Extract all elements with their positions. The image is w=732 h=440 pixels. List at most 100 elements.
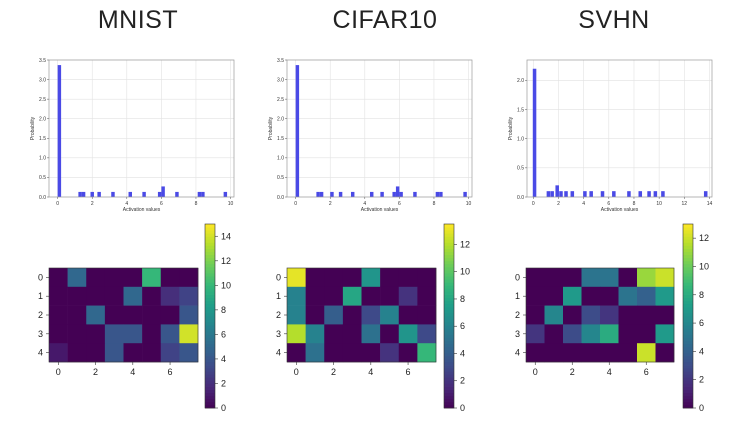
colorbar-segment bbox=[683, 263, 693, 268]
colorbar-segment bbox=[205, 368, 215, 372]
x-tick-label: 10 bbox=[228, 201, 234, 207]
colorbar-segment bbox=[205, 233, 215, 237]
colorbar-segment bbox=[205, 257, 215, 262]
colorbar-segment bbox=[444, 312, 454, 317]
colorbar-segment bbox=[683, 319, 693, 323]
heatmap-cell bbox=[361, 286, 381, 306]
x-tick-label: 4 bbox=[582, 201, 585, 207]
colorbar-segment bbox=[444, 297, 454, 302]
colorbar-segment bbox=[444, 263, 454, 268]
histogram-bar bbox=[463, 191, 467, 197]
colorbar-segment bbox=[205, 248, 215, 252]
colorbar-segment bbox=[205, 239, 215, 243]
x-tick-label: 2 bbox=[331, 367, 336, 377]
colorbar-segment bbox=[444, 260, 454, 265]
x-tick-label: 0 bbox=[294, 201, 297, 207]
heatmap-cell bbox=[618, 268, 638, 288]
colorbar-tick-label: 14 bbox=[221, 231, 231, 241]
x-tick-label: 8 bbox=[195, 201, 198, 207]
colorbar-segment bbox=[683, 346, 693, 351]
x-tick-label: 6 bbox=[160, 201, 163, 207]
colorbar-segment bbox=[205, 270, 215, 274]
colorbar-segment bbox=[205, 386, 215, 390]
histogram-bar bbox=[90, 191, 94, 197]
x-tick-label: 2 bbox=[570, 367, 575, 377]
colorbar-segment bbox=[444, 294, 454, 298]
colorbar-segment bbox=[205, 282, 215, 286]
colorbar-segment bbox=[205, 245, 215, 249]
y-tick-label: 2.0 bbox=[277, 117, 284, 123]
colorbar-segment bbox=[683, 276, 693, 280]
histogram-bar bbox=[319, 191, 324, 197]
x-tick-label: 10 bbox=[656, 201, 662, 207]
heatmap-cell bbox=[361, 324, 381, 344]
colorbar-segment bbox=[683, 334, 693, 338]
colorbar-segment bbox=[683, 279, 693, 283]
colorbar-segment bbox=[444, 279, 454, 283]
colorbar-segment bbox=[205, 395, 215, 400]
colorbar-segment bbox=[683, 380, 693, 384]
colorbar-tick-label: 8 bbox=[460, 294, 465, 304]
colorbar-segment bbox=[205, 352, 215, 357]
colorbar-segment bbox=[683, 242, 693, 246]
x-tick-label: 6 bbox=[406, 367, 411, 377]
heatmap-cell bbox=[67, 324, 87, 344]
colorbar-segment bbox=[205, 316, 215, 320]
x-tick-label: 2 bbox=[557, 201, 560, 207]
heatmap-cell bbox=[618, 343, 638, 363]
y-tick-label: 1.5 bbox=[517, 107, 524, 113]
heatmap-cell bbox=[104, 324, 124, 344]
colorbar-segment bbox=[444, 306, 454, 311]
histogram-cifar10: 0 2 4 6 8 10 0.0 0.5 1.0 1.5 2.0 2.5 3.0 3.5 Activatio… bbox=[268, 58, 473, 213]
histogram-bar bbox=[175, 191, 179, 197]
colorbar-segment bbox=[683, 352, 693, 357]
histogram-bar bbox=[550, 191, 554, 197]
heatmap-cell bbox=[581, 343, 601, 363]
x-tick-label: 2 bbox=[93, 367, 98, 377]
heatmap-cell bbox=[142, 268, 162, 288]
x-tick-label: 0 bbox=[294, 367, 299, 377]
colorbar-segment bbox=[683, 300, 693, 305]
colorbar-segment bbox=[683, 285, 693, 289]
colorbar-segment bbox=[205, 260, 215, 265]
colorbar-segment bbox=[205, 300, 215, 305]
colorbar-segment bbox=[683, 227, 693, 231]
colorbar-segment bbox=[444, 389, 454, 394]
heatmap-cell bbox=[655, 286, 675, 306]
heatmap-cell bbox=[160, 343, 180, 363]
colorbar-segment bbox=[444, 316, 454, 320]
histogram-bar bbox=[81, 191, 86, 197]
heatmap-cell bbox=[600, 286, 619, 306]
colorbar-segment bbox=[205, 312, 215, 317]
colorbar-segment bbox=[444, 291, 454, 295]
colorbar-segment bbox=[683, 297, 693, 302]
histogram-bar bbox=[559, 191, 563, 197]
colorbar-segment bbox=[683, 374, 693, 378]
colorbar-segment bbox=[683, 257, 693, 262]
y-tick-label: 3 bbox=[515, 329, 520, 339]
colorbar-segment bbox=[683, 349, 693, 354]
colorbar-segment bbox=[205, 328, 215, 332]
heatmap-cell bbox=[142, 305, 162, 325]
heatmap-cell bbox=[417, 343, 437, 363]
colorbar-segment bbox=[444, 230, 454, 234]
y-tick-label: 2.0 bbox=[517, 78, 524, 84]
colorbar-frame bbox=[682, 223, 694, 409]
colorbar-segment bbox=[205, 362, 215, 366]
colorbar-segment bbox=[444, 374, 454, 378]
colorbar-segment bbox=[683, 358, 693, 363]
heatmap-cell bbox=[544, 268, 564, 288]
heatmap-cell bbox=[305, 268, 325, 288]
colorbar-segment bbox=[444, 300, 454, 305]
colorbar-segment bbox=[444, 257, 454, 262]
colorbar-segment bbox=[683, 239, 693, 243]
colorbar-tick-label: 12 bbox=[460, 239, 470, 249]
colorbar-tick-label: 4 bbox=[221, 354, 226, 364]
colorbar-segment bbox=[683, 270, 693, 274]
colorbar-segment bbox=[205, 242, 215, 246]
heatmap-cell bbox=[581, 305, 601, 325]
histogram-mnist: 0 2 4 6 8 10 0.0 0.5 1.0 1.5 2.0 2.5 3.0 3.5 Activatio… bbox=[30, 58, 235, 213]
colorbar-segment bbox=[683, 233, 693, 237]
x-tick-label: 4 bbox=[363, 201, 366, 207]
colorbar-segment bbox=[683, 395, 693, 400]
